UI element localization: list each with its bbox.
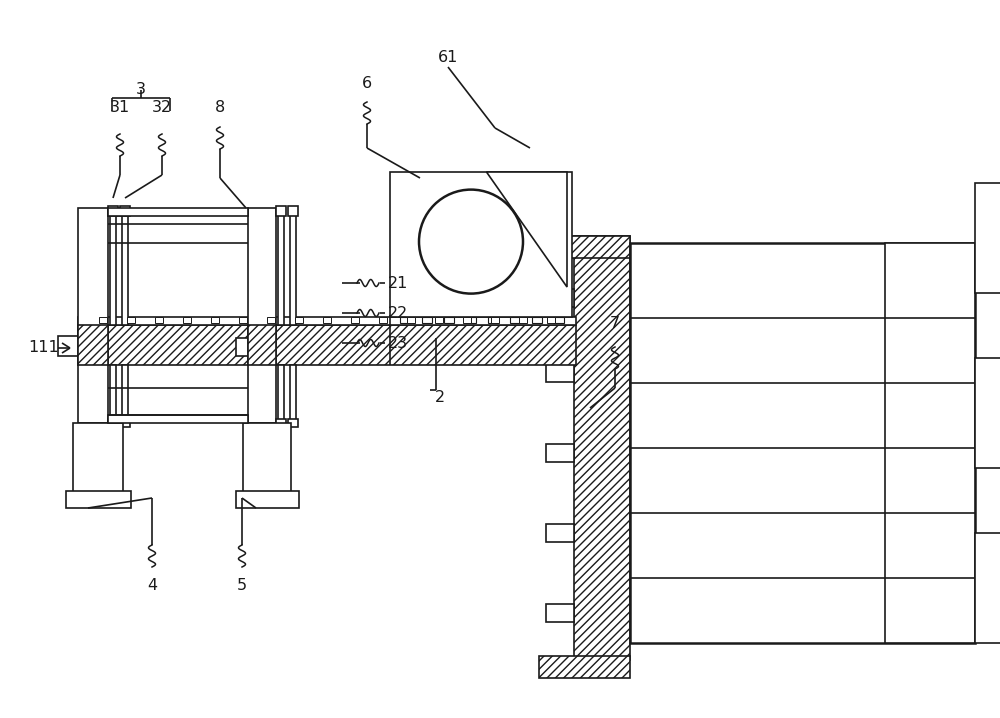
Bar	[379, 317, 387, 323]
Bar	[288, 419, 298, 427]
Bar	[211, 317, 219, 323]
Bar	[248, 325, 276, 365]
Bar	[276, 419, 286, 427]
Bar	[78, 325, 576, 365]
Bar	[400, 317, 410, 323]
Bar	[491, 317, 499, 323]
Text: 22: 22	[388, 305, 408, 320]
Bar	[78, 208, 108, 423]
Bar	[236, 491, 299, 508]
Bar	[290, 214, 296, 325]
Bar	[546, 444, 574, 462]
Bar	[288, 206, 298, 216]
Bar	[58, 336, 78, 356]
Bar	[127, 317, 135, 323]
Bar	[239, 317, 247, 323]
Bar	[975, 183, 1000, 293]
Bar	[78, 325, 108, 365]
Bar	[122, 365, 128, 420]
Bar	[390, 172, 572, 317]
Bar	[422, 317, 432, 323]
Bar	[435, 317, 443, 323]
Text: 21: 21	[388, 276, 408, 291]
Bar	[122, 214, 128, 325]
Bar	[488, 317, 498, 323]
Bar	[108, 419, 118, 427]
Bar	[120, 419, 130, 427]
Bar	[243, 423, 291, 493]
Bar	[554, 317, 564, 323]
Bar	[574, 236, 630, 660]
Bar	[248, 208, 276, 423]
Bar	[463, 317, 471, 323]
Bar	[73, 423, 123, 493]
Bar	[99, 317, 107, 323]
Bar	[546, 364, 574, 382]
Text: 8: 8	[215, 101, 225, 116]
Bar	[546, 604, 574, 622]
Bar	[108, 415, 248, 423]
Text: 3: 3	[136, 83, 146, 98]
Text: 4: 4	[147, 579, 157, 594]
Bar	[295, 317, 303, 323]
Bar	[569, 236, 630, 258]
Text: 5: 5	[237, 579, 247, 594]
Text: 61: 61	[438, 50, 458, 65]
Bar	[110, 214, 116, 325]
Bar	[547, 317, 555, 323]
Text: 31: 31	[110, 101, 130, 116]
Bar	[278, 214, 284, 325]
Bar	[110, 365, 116, 420]
Bar	[66, 491, 131, 508]
Text: 23: 23	[388, 335, 408, 350]
Text: 32: 32	[152, 101, 172, 116]
Text: 2: 2	[435, 391, 445, 406]
Text: 7: 7	[610, 315, 620, 330]
Bar	[278, 365, 284, 420]
Bar	[267, 317, 275, 323]
Bar	[236, 338, 248, 356]
Bar	[630, 243, 975, 643]
Bar	[519, 317, 527, 323]
Bar	[975, 358, 1000, 468]
Text: 111: 111	[29, 340, 59, 355]
Bar	[155, 317, 163, 323]
Bar	[407, 317, 415, 323]
Bar	[885, 243, 975, 643]
Bar	[120, 206, 130, 216]
Bar	[276, 206, 286, 216]
Bar	[78, 317, 576, 325]
Bar	[108, 208, 248, 216]
Bar	[510, 317, 520, 323]
Bar	[183, 317, 191, 323]
Bar	[546, 524, 574, 542]
Bar	[290, 365, 296, 420]
Text: 6: 6	[362, 75, 372, 90]
Bar	[351, 317, 359, 323]
Bar	[539, 656, 630, 678]
Bar	[444, 317, 454, 323]
Polygon shape	[486, 172, 567, 287]
Bar	[546, 289, 574, 307]
Bar	[466, 317, 476, 323]
Bar	[975, 533, 1000, 643]
Bar	[532, 317, 542, 323]
Bar	[323, 317, 331, 323]
Bar	[108, 206, 118, 216]
